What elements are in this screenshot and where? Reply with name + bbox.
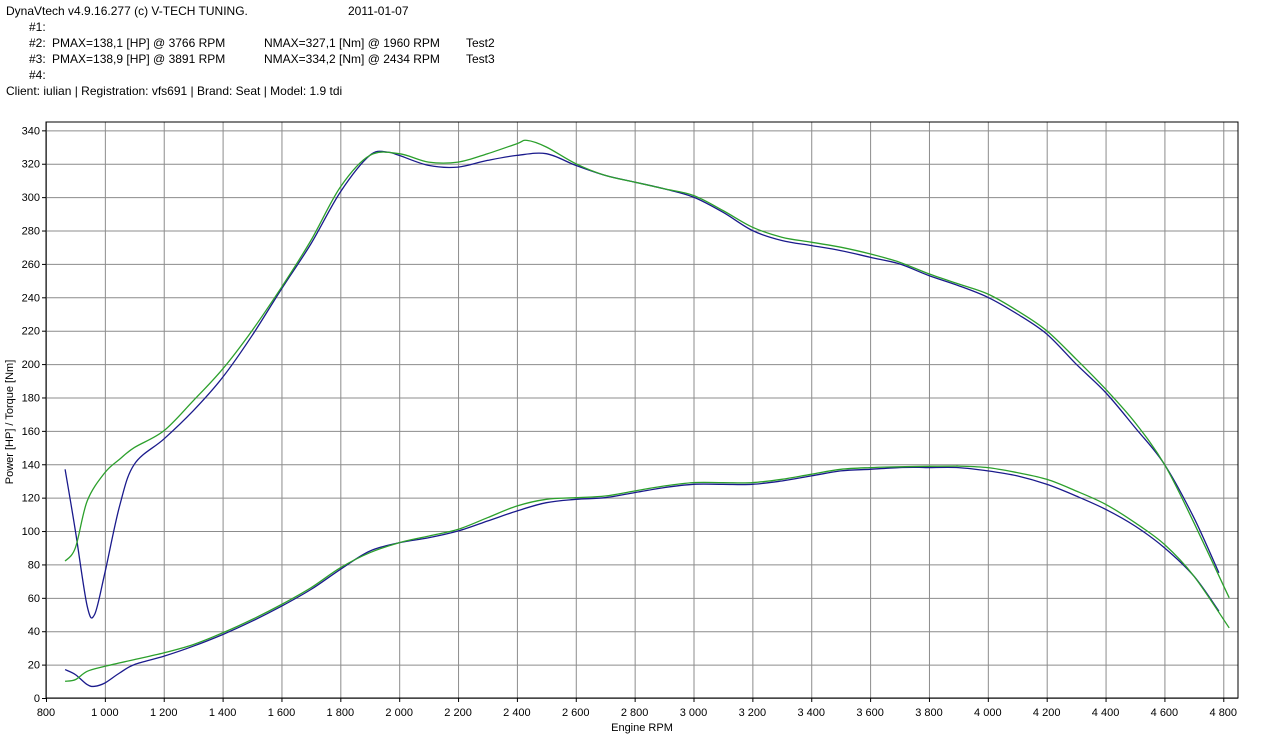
x-tick-label: 1 800 — [327, 707, 355, 719]
x-tick-label: 1 600 — [268, 707, 296, 719]
y-tick-label: 220 — [22, 326, 40, 338]
run-3-pmax: PMAX=138,9 [HP] @ 3891 RPM — [52, 52, 226, 66]
x-tick-label: 4 000 — [974, 707, 1002, 719]
x-tick-label: 4 600 — [1151, 707, 1179, 719]
x-tick-label: 2 200 — [444, 707, 472, 719]
x-tick-label: 3 600 — [856, 707, 884, 719]
y-tick-label: 280 — [22, 226, 40, 238]
y-tick-label: 140 — [22, 459, 40, 471]
run-1-id: #1: — [29, 20, 46, 34]
y-tick-label: 80 — [28, 559, 40, 571]
y-tick-label: 180 — [22, 392, 40, 404]
y-axis-label: Power [HP] / Torque [Nm] — [4, 360, 16, 485]
series-line-test2-torque — [64, 150, 1220, 619]
y-tick-label: 200 — [22, 359, 40, 371]
series-line-test3-torque — [64, 139, 1230, 599]
x-tick-label: 2 400 — [503, 707, 531, 719]
run-4-id: #4: — [29, 68, 46, 82]
y-tick-label: 300 — [22, 192, 40, 204]
x-axis-label: Engine RPM — [611, 722, 673, 734]
x-tick-label: 800 — [37, 707, 55, 719]
x-tick-label: 3 800 — [915, 707, 943, 719]
x-tick-label: 2 000 — [385, 707, 413, 719]
x-tick-label: 2 600 — [562, 707, 590, 719]
run-2-nmax: NMAX=327,1 [Nm] @ 1960 RPM — [264, 36, 440, 50]
x-tick-label: 3 200 — [739, 707, 767, 719]
run-2-name: Test2 — [466, 36, 495, 50]
run-2-pmax: PMAX=138,1 [HP] @ 3766 RPM — [52, 36, 226, 50]
y-tick-label: 100 — [22, 526, 40, 538]
y-tick-label: 240 — [22, 292, 40, 304]
run-3-name: Test3 — [466, 52, 495, 66]
tick-labels: 800 1 000 1 200 1 400 1 600 1 800 2 000 2 200 2 … — [22, 125, 1237, 719]
y-tick-label: 0 — [34, 693, 40, 705]
x-tick-label: 1 400 — [209, 707, 237, 719]
series-line-test2-power — [64, 466, 1220, 688]
x-tick-label: 1 000 — [91, 707, 119, 719]
y-tick-label: 60 — [28, 593, 40, 605]
x-tick-label: 4 400 — [1092, 707, 1120, 719]
y-tick-label: 260 — [22, 259, 40, 271]
series-lines — [64, 139, 1230, 688]
x-tick-label: 3 400 — [797, 707, 825, 719]
app-title-line: DynaVtech v4.9.16.277 (c) V-TECH TUNING. — [6, 4, 248, 18]
y-tick-label: 20 — [28, 660, 40, 672]
x-tick-label: 1 200 — [150, 707, 178, 719]
grid-lines — [46, 122, 1238, 699]
client-info-line: Client: iulian | Registration: vfs691 | … — [6, 84, 343, 98]
plot-frame — [45, 121, 1239, 699]
y-tick-label: 120 — [22, 493, 40, 505]
run-3-nmax: NMAX=334,2 [Nm] @ 2434 RPM — [264, 52, 440, 66]
y-tick-label: 340 — [22, 125, 40, 137]
run-3-id: #3: — [29, 52, 46, 66]
y-tick-label: 320 — [22, 159, 40, 171]
y-tick-label: 40 — [28, 626, 40, 638]
x-tick-label: 2 800 — [621, 707, 649, 719]
report-date: 2011-01-07 — [348, 4, 409, 18]
x-tick-label: 3 000 — [680, 707, 708, 719]
y-tick-label: 160 — [22, 426, 40, 438]
run-2-id: #2: — [29, 36, 46, 50]
x-tick-label: 4 200 — [1033, 707, 1061, 719]
series-line-test3-power — [64, 465, 1230, 682]
x-tick-label: 4 800 — [1210, 707, 1238, 719]
